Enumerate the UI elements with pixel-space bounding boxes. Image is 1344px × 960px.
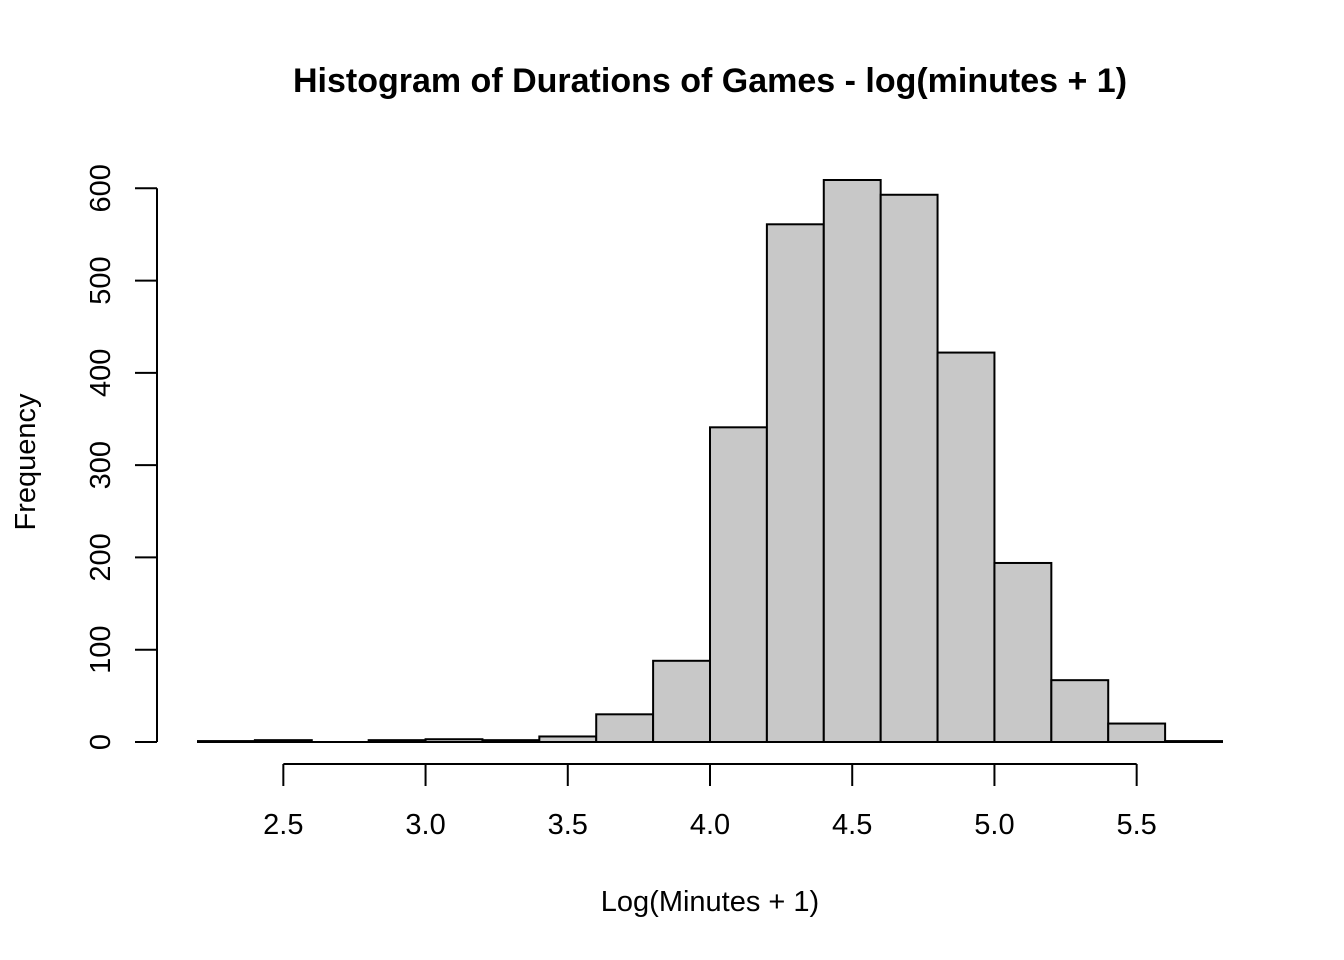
y-tick-label: 500	[85, 256, 117, 304]
x-axis: 2.5 3.0 3.5 4.0 4.5 5.0 5.5	[263, 763, 1157, 841]
histogram-bar	[993, 561, 1053, 744]
y-tick-label: 600	[85, 164, 117, 212]
y-tick-label: 400	[85, 349, 117, 397]
y-axis: 0 100 200 300 400 500 600	[85, 164, 158, 750]
histogram-bar	[1107, 722, 1167, 744]
histogram-bar	[822, 179, 882, 743]
histogram-bar	[879, 193, 939, 743]
y-tick-label: 100	[85, 626, 117, 674]
y-axis-label: Frequency	[10, 393, 42, 531]
x-tick-label: 3.5	[548, 809, 588, 841]
x-tick-label: 4.0	[690, 809, 730, 841]
histogram-bars	[197, 179, 1223, 744]
chart-title: Histogram of Durations of Games - log(mi…	[293, 62, 1127, 100]
x-tick-label: 5.0	[974, 809, 1014, 841]
histogram-bar	[652, 659, 711, 743]
x-tick-label: 4.5	[832, 809, 872, 841]
x-tick-label: 3.0	[405, 809, 445, 841]
histogram-bar	[765, 223, 825, 743]
x-tick-label: 2.5	[263, 809, 303, 841]
y-tick-label: 300	[85, 441, 117, 489]
histogram-bar	[1050, 679, 1110, 744]
y-tick-label: 0	[85, 734, 117, 750]
histogram-bar	[595, 713, 655, 743]
histogram-bar	[936, 351, 996, 743]
histogram-bar	[709, 426, 768, 743]
x-tick-label: 5.5	[1117, 809, 1157, 841]
y-tick-label: 200	[85, 533, 117, 581]
x-axis-label: Log(Minutes + 1)	[601, 886, 819, 918]
